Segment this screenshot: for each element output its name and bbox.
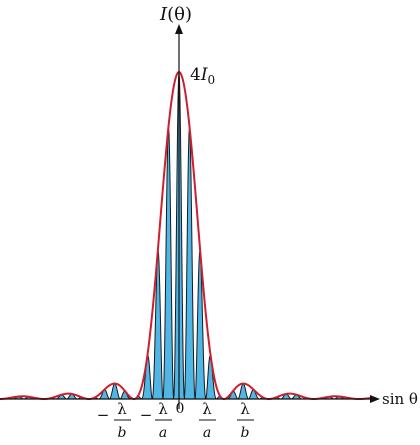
tick-label-minus-lambda-over-a: − λ a	[140, 400, 172, 441]
svg-text:λ: λ	[202, 400, 212, 418]
svg-text:a: a	[203, 425, 211, 441]
tick-label-lambda-over-a: λ a	[199, 400, 216, 441]
tick-label-lambda-over-b: λ b	[237, 400, 254, 441]
svg-text:λ: λ	[240, 400, 250, 418]
x-axis-arrowhead	[370, 395, 380, 403]
svg-text:−: −	[97, 406, 110, 424]
peak-label: 4I0	[190, 65, 215, 87]
tick-label-minus-lambda-over-b: − λ b	[97, 400, 131, 441]
svg-text:λ: λ	[158, 400, 168, 418]
y-axis-label: I(θ)	[159, 4, 192, 25]
svg-text:−: −	[140, 406, 153, 424]
svg-text:b: b	[118, 425, 127, 441]
y-axis-arrowhead	[175, 24, 183, 34]
origin-label: 0	[176, 401, 185, 417]
svg-text:b: b	[241, 425, 250, 441]
svg-text:λ: λ	[117, 400, 127, 418]
svg-text:a: a	[159, 425, 167, 441]
x-axis-label: sin θ	[382, 390, 418, 408]
fringe-pattern	[0, 71, 373, 400]
